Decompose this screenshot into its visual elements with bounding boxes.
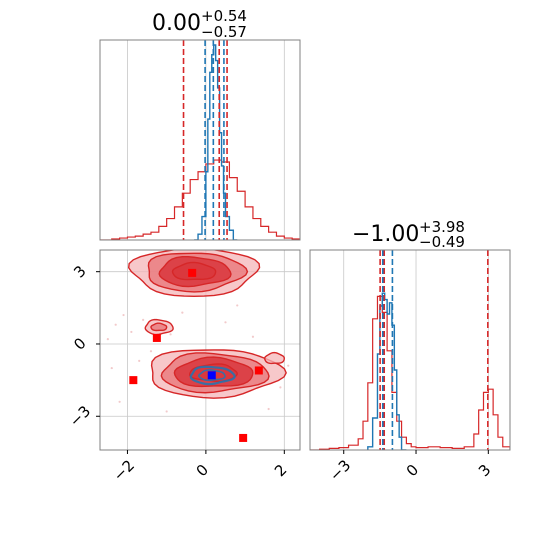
contour-y-ticks: −3 0 3 <box>66 262 100 430</box>
histogram-1-blue-series <box>367 292 407 450</box>
histogram-1-xtick-label-1: 0 <box>403 461 422 480</box>
contour-ytick-label-2: 3 <box>70 262 89 281</box>
title-param-1-upper: +3.98 <box>419 218 465 236</box>
red-marker-3 <box>254 366 263 375</box>
title-param-1-value: −1.00 <box>352 222 419 247</box>
scatter-point-2 <box>130 330 133 334</box>
scatter-point-0 <box>114 323 117 326</box>
red-marker-0 <box>188 268 197 277</box>
scatter-point-9 <box>224 321 227 324</box>
histogram-1-bars <box>310 250 510 450</box>
histogram-1-xtick-label-0: −3 <box>326 456 354 484</box>
scatter-point-16 <box>236 304 239 307</box>
scatter-point-7 <box>169 333 172 336</box>
scatter-point-12 <box>287 364 290 367</box>
histogram-1-x-ticks: −3 0 3 <box>326 450 495 485</box>
contour-xtick-label-1: 0 <box>193 461 212 480</box>
title-param-0-lower: −0.57 <box>201 23 247 41</box>
histogram-1-grid <box>343 250 489 450</box>
scatter-point-17 <box>106 338 109 341</box>
red-marker-1 <box>152 333 161 342</box>
scatter-point-8 <box>181 311 184 314</box>
scatter-point-4 <box>149 350 153 353</box>
scatter-point-10 <box>251 335 255 338</box>
histogram-0-blue-series <box>194 44 238 240</box>
title-param-1: −1.00 +3.98 −0.49 <box>352 218 465 251</box>
contour-ytick-label-1: 0 <box>70 334 89 353</box>
red-marker-4 <box>239 433 248 442</box>
title-param-1-lower: −0.49 <box>419 233 465 251</box>
scatter-point-11 <box>279 386 282 389</box>
histogram-1-xtick-label-2: 3 <box>475 461 494 480</box>
scatter-point-6 <box>110 366 113 370</box>
scatter-point-1 <box>122 313 125 317</box>
contour-xtick-label-2: 2 <box>271 461 290 480</box>
blue-density-contour-inner <box>198 369 226 382</box>
histogram-1-red-series <box>310 295 510 450</box>
scatter-point-3 <box>142 318 145 321</box>
contour-x-ticks: −2 0 2 <box>110 450 291 485</box>
scatter-point-13 <box>118 400 121 403</box>
contour-3-level-0 <box>263 351 285 365</box>
title-param-0: 0.00 +0.54 −0.57 <box>152 7 247 41</box>
title-param-0-value: 0.00 <box>152 11 201 36</box>
histogram-panel-param-0 <box>99 39 301 241</box>
contour-2-level-1 <box>150 322 168 332</box>
contour-xtick-label-0: −2 <box>110 456 138 484</box>
scatter-point-15 <box>165 410 168 413</box>
histogram-1-frame <box>309 249 511 451</box>
scatter-point-5 <box>138 359 141 362</box>
scatter-point-14 <box>267 407 270 411</box>
title-param-0-upper: +0.54 <box>201 7 247 25</box>
contour-ytick-label-0: −3 <box>66 402 94 430</box>
contour-frame <box>99 249 301 451</box>
histogram-0-frame <box>99 39 301 241</box>
contour-content <box>106 250 290 442</box>
red-marker-2 <box>129 376 138 385</box>
histogram-0-red-series <box>100 159 300 240</box>
histogram-0-bars <box>100 40 300 240</box>
blue-density-contour <box>189 365 236 386</box>
blue-marker <box>207 371 216 380</box>
histogram-panel-param-1: −3 0 3 <box>309 249 511 485</box>
contour-panel: −2 0 2 −3 0 3 <box>66 249 301 485</box>
